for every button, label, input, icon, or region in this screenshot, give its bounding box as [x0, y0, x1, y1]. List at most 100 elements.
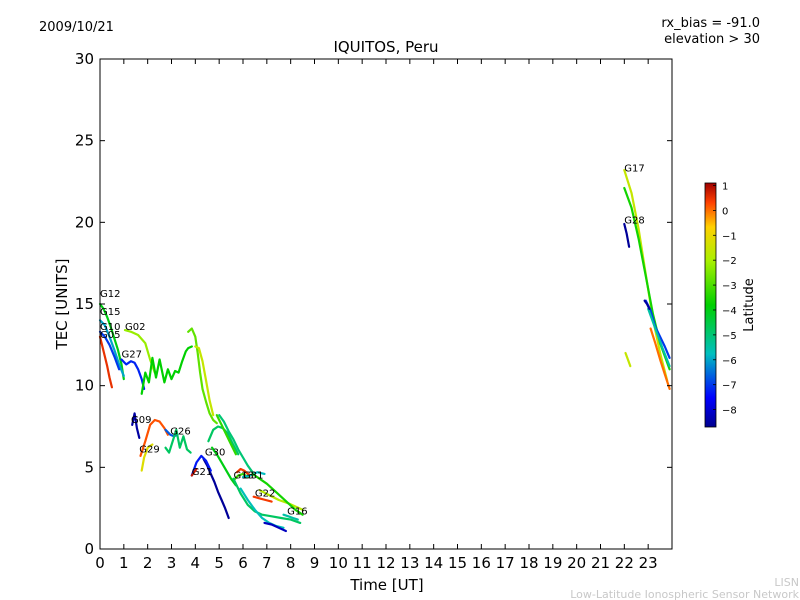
watermark-network: Low-Latitude Ionospheric Sensor Network — [570, 588, 799, 600]
series-g26-trace-1 — [140, 345, 193, 395]
series-label-g26: G26 — [170, 426, 190, 437]
colorbar-tick-label: 0 — [722, 206, 728, 217]
series-g31-trace-0 — [235, 467, 253, 477]
series-s-a-trace-1 — [194, 345, 215, 417]
series-label-g22: G22 — [255, 488, 275, 499]
series-label-g21: G21 — [192, 467, 212, 478]
colorbar-tick-label: −6 — [722, 356, 737, 367]
series-g21-trace-1 — [190, 467, 198, 477]
series-label-g15: G15 — [100, 307, 120, 318]
watermark-lisn: LISN — [774, 576, 799, 589]
x-tick-label: 16 — [472, 554, 491, 572]
plot-frame — [99, 58, 673, 550]
x-tick-label: 6 — [238, 554, 248, 572]
x-tick-label: 22 — [615, 554, 634, 572]
x-tick-label: 18 — [519, 554, 538, 572]
y-tick-label: 30 — [75, 50, 94, 68]
elevation-label: elevation > 30 — [664, 32, 760, 47]
x-tick-label: 12 — [376, 554, 395, 572]
colorbar-ticks: 1 0 −1 −2 −3 −4 −5 −6 −7 −8 — [713, 181, 737, 417]
series-s-a-trace-4 — [210, 446, 237, 487]
x-axis-label: Time [UT] — [349, 576, 423, 594]
axis-ticks: 0 1 2 3 4 5 6 7 8 9 10 11 12 13 14 15 16 17 18 19 20 21 22 2305… — [75, 50, 672, 572]
series-label-g17: G17 — [624, 163, 644, 174]
y-tick-label: 20 — [75, 213, 94, 231]
series-label-g09: G09 — [131, 415, 151, 426]
series-g17-trace-2 — [624, 351, 632, 368]
x-tick-label: 21 — [591, 554, 610, 572]
series-s-b-trace-2 — [263, 521, 287, 533]
series-g29-trace-1 — [139, 418, 169, 457]
series-g28-trace-3 — [647, 307, 671, 368]
y-tick-label: 25 — [75, 132, 94, 150]
y-tick-label: 15 — [75, 295, 94, 313]
date-label: 2009/10/21 — [39, 20, 114, 35]
series-g27-trace-0 — [120, 358, 146, 390]
series-g10-trace-0 — [98, 330, 121, 371]
y-tick-label: 5 — [84, 458, 94, 476]
series-g16-trace-0 — [282, 513, 299, 521]
chart-title: IQUITOS, Peru — [333, 38, 438, 56]
series-g28-trace-0 — [623, 222, 631, 248]
x-tick-label: 7 — [262, 554, 272, 572]
series-s-a-trace-3 — [215, 414, 237, 456]
colorbar-tick-label: −8 — [722, 406, 737, 417]
series-label-g13: G13 — [234, 470, 254, 481]
x-tick-label: 8 — [286, 554, 296, 572]
y-tick-label: 0 — [84, 540, 94, 558]
x-tick-label: 0 — [95, 554, 105, 572]
series-s-a-trace-0 — [187, 327, 218, 425]
x-tick-label: 1 — [119, 554, 129, 572]
x-tick-label: 15 — [448, 554, 467, 572]
x-tick-label: 9 — [310, 554, 320, 572]
x-tick-label: 4 — [191, 554, 201, 572]
colorbar-tick-label: −1 — [722, 231, 737, 242]
series-layer — [98, 169, 671, 533]
x-tick-label: 17 — [496, 554, 515, 572]
series-g29-trace-0 — [140, 443, 154, 472]
series-g12-trace-0 — [98, 302, 125, 381]
colorbar-tick-label: 1 — [722, 181, 728, 192]
rx-bias-label: rx_bias = -91.0 — [661, 16, 760, 31]
series-g05-trace-0 — [98, 335, 114, 389]
colorbar-tick-label: −2 — [722, 256, 737, 267]
series-g28-trace-4 — [643, 299, 651, 310]
x-tick-label: 19 — [543, 554, 562, 572]
x-tick-label: 3 — [167, 554, 177, 572]
series-label-g12: G12 — [100, 289, 120, 300]
x-tick-label: 13 — [400, 554, 419, 572]
x-tick-label: 11 — [353, 554, 372, 572]
series-g26-trace-2 — [164, 428, 192, 454]
series-label-g30: G30 — [205, 448, 225, 459]
series-g28-trace-2 — [649, 327, 671, 390]
series-label-g28: G28 — [624, 216, 644, 227]
colorbar — [704, 182, 717, 428]
series-label-g10: G10 — [100, 322, 120, 333]
series-g22-trace-1 — [258, 489, 304, 511]
colorbar-tick-label: −4 — [722, 306, 737, 317]
y-axis-label: TEC [UNITS] — [53, 259, 71, 351]
series-s-a-trace-2 — [218, 414, 254, 474]
x-tick-label: 2 — [143, 554, 153, 572]
colorbar-tick-label: −7 — [722, 381, 737, 392]
colorbar-tick-label: −5 — [722, 331, 737, 342]
series-label-g16: G16 — [287, 506, 307, 517]
series-s-b-trace-3 — [251, 472, 304, 516]
series-g09-trace-0 — [131, 412, 141, 439]
x-tick-label: 23 — [639, 554, 658, 572]
x-tick-label: 10 — [329, 554, 348, 572]
series-g15-trace-0 — [98, 319, 125, 377]
series-s-b-trace-0 — [232, 477, 302, 525]
x-tick-label: 20 — [567, 554, 586, 572]
x-tick-label: 5 — [214, 554, 224, 572]
y-tick-label: 10 — [75, 377, 94, 395]
series-label-g05: G05 — [100, 330, 120, 341]
series-g22-trace-0 — [252, 495, 273, 503]
series-g30-trace-0 — [202, 458, 230, 520]
series-label-g02: G02 — [125, 322, 145, 333]
x-tick-label: 14 — [424, 554, 443, 572]
series-g26-trace-0 — [164, 428, 179, 438]
colorbar-label: Latitude — [742, 278, 757, 332]
